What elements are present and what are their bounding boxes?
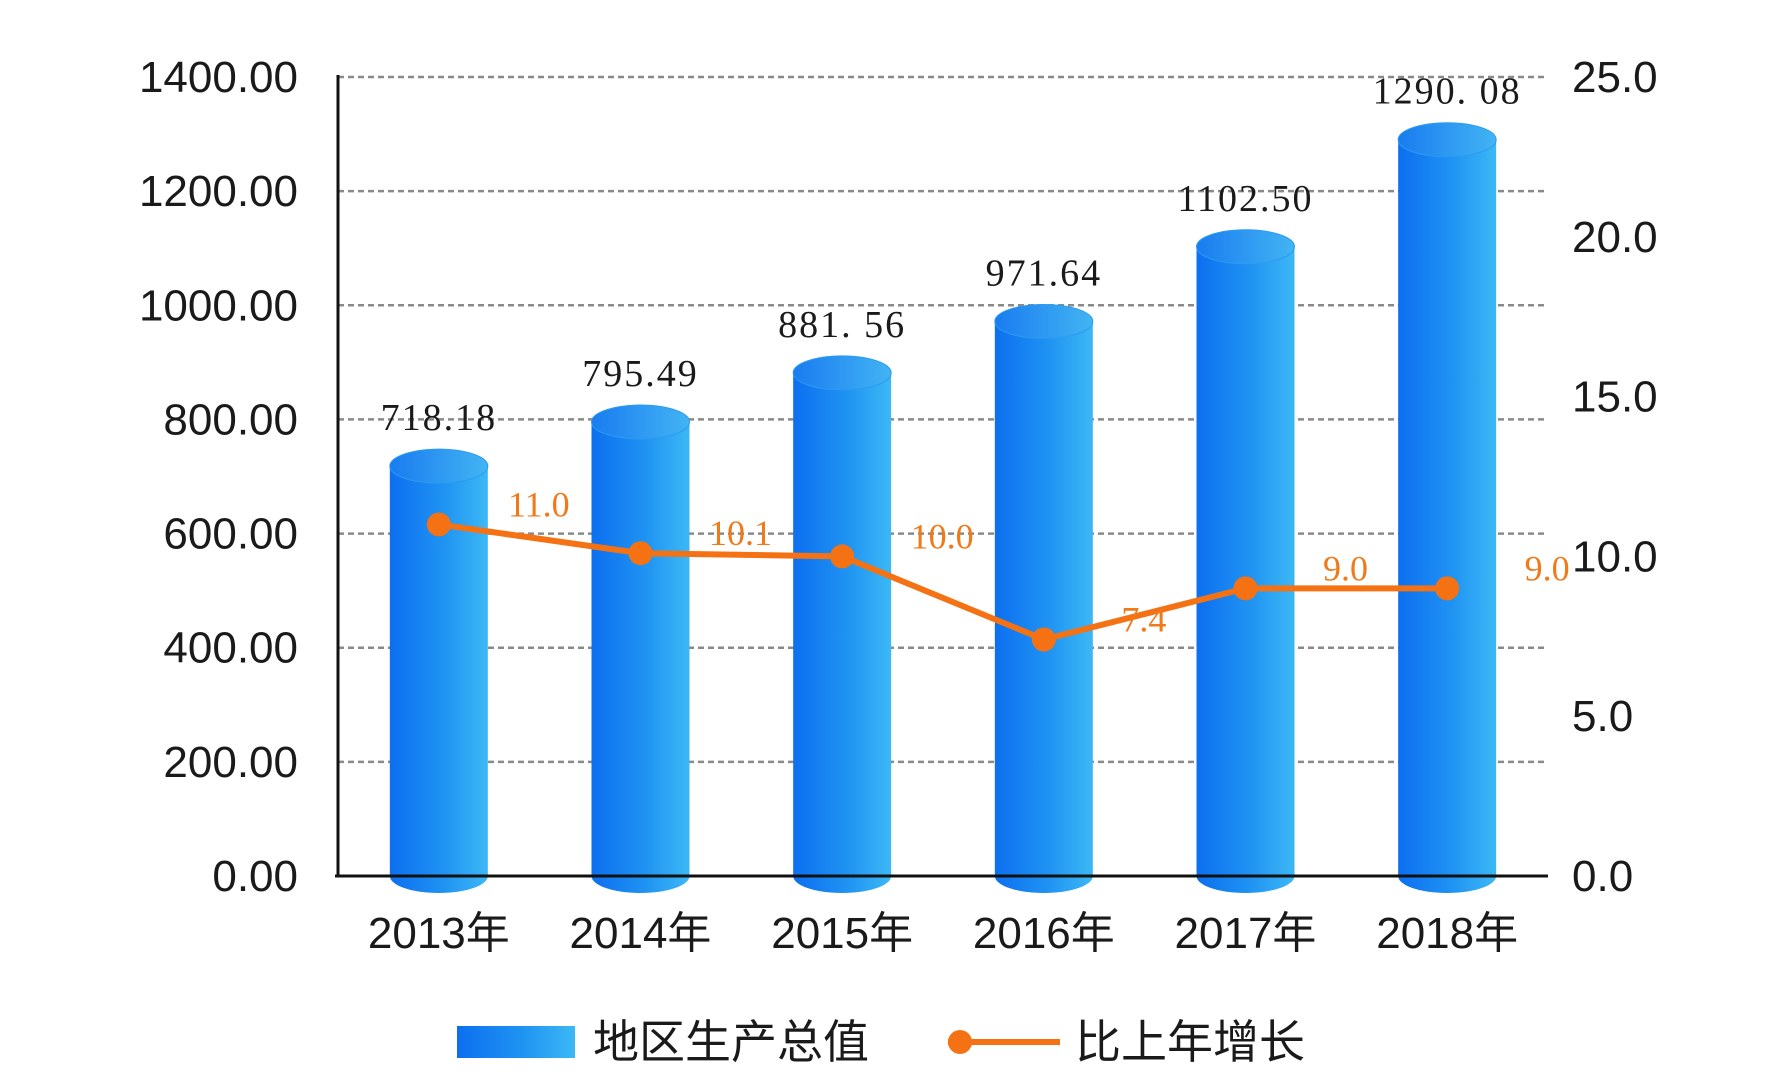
- y-left-tick-label: 1000.00: [139, 281, 298, 330]
- labels: 718.18 795.49 881. 56 971.64 1102.50 1290. 08…: [381, 71, 1570, 640]
- y-right-tick-label: 5.0: [1572, 692, 1633, 741]
- growth-value-label: 9.0: [1525, 548, 1570, 588]
- growth-point: [628, 541, 653, 566]
- bar-body: [1398, 139, 1497, 876]
- x-tick-label: 2018年: [1376, 909, 1518, 958]
- legend-swatch-gdp: [457, 1026, 575, 1058]
- bar-value-label: 971.64: [986, 252, 1103, 294]
- bar-value-label: 718.18: [381, 397, 498, 439]
- y-right-tick-label: 20.0: [1572, 213, 1658, 262]
- growth-value-label: 10.0: [911, 516, 974, 556]
- x-tick-label: 2015年: [771, 909, 913, 958]
- x-tick-label: 2014年: [570, 909, 712, 958]
- growth-line: [426, 512, 1460, 652]
- growth-point: [426, 512, 451, 537]
- bar-top: [591, 404, 690, 440]
- x-tick-label: 2016年: [973, 909, 1115, 958]
- y-left-tick-label: 200.00: [163, 738, 298, 787]
- y-left-tick-label: 400.00: [163, 624, 298, 673]
- bar-top: [792, 355, 892, 391]
- y-left-tick-label: 1200.00: [139, 167, 298, 216]
- bar-value-label: 795.49: [582, 353, 699, 395]
- bar-value-label: 1290. 08: [1373, 71, 1522, 113]
- bar-body: [591, 422, 690, 876]
- y-right-tick-label: 25.0: [1572, 53, 1658, 102]
- x-tick-label: 2013年: [368, 909, 510, 958]
- growth-value-label: 11.0: [508, 484, 570, 524]
- bar-top: [389, 448, 489, 484]
- y-right-tick-label: 10.0: [1572, 532, 1658, 581]
- bar-top: [1196, 229, 1295, 265]
- y-left-tick-label: 800.00: [163, 395, 298, 444]
- bar-body: [1196, 246, 1295, 877]
- bar-body: [994, 321, 1093, 876]
- growth-value-label: 10.1: [709, 513, 772, 553]
- legend: 地区生产总值 比上年增长: [457, 1015, 1305, 1069]
- y-left-tick-label: 0.00: [212, 852, 298, 901]
- axes: 0.00 200.00 400.00 600.00 800.00 1000.00 1200.…: [139, 53, 1658, 958]
- growth-value-label: 9.0: [1323, 548, 1368, 588]
- y-right-tick-label: 0.0: [1572, 852, 1633, 901]
- bars: [389, 122, 1497, 893]
- growth-value-label: 7.4: [1121, 599, 1166, 639]
- y-left-tick-label: 1400.00: [139, 53, 298, 102]
- growth-point: [1435, 576, 1460, 601]
- growth-point: [1031, 627, 1056, 652]
- growth-line-path: [438, 521, 1448, 643]
- y-right-tick-label: 15.0: [1572, 373, 1658, 422]
- growth-point: [830, 544, 855, 569]
- x-tick-label: 2017年: [1175, 909, 1317, 958]
- bar-top: [994, 303, 1094, 339]
- bar-value-label: 1102.50: [1177, 178, 1313, 220]
- bar-top: [1397, 122, 1497, 158]
- bar-body: [793, 372, 892, 876]
- legend-label-gdp: 地区生产总值: [593, 1015, 869, 1069]
- legend-marker-growth: [948, 1030, 972, 1054]
- legend-label-growth: 比上年增长: [1075, 1015, 1305, 1069]
- growth-point: [1233, 576, 1258, 601]
- y-left-tick-label: 600.00: [163, 510, 298, 559]
- bar-value-label: 881. 56: [778, 304, 906, 346]
- gridlines: [338, 75, 1548, 764]
